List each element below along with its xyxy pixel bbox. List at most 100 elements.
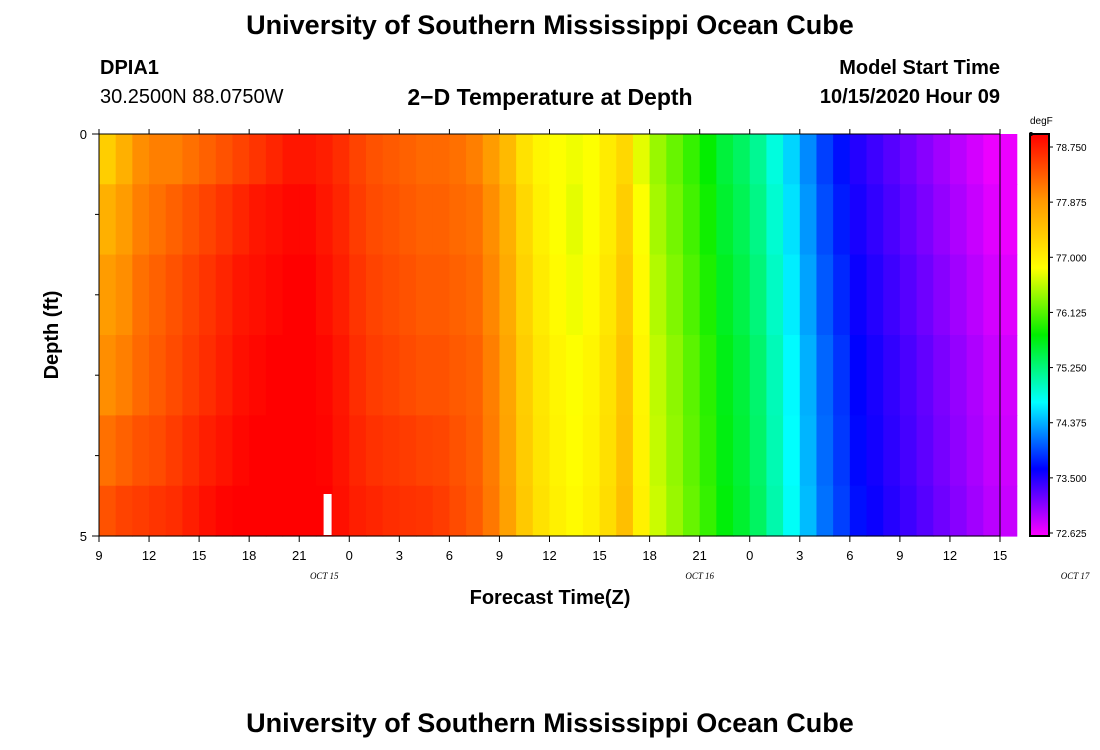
heatmap-cell <box>182 415 200 487</box>
heatmap-cell <box>182 254 200 336</box>
heatmap-cell <box>482 184 501 256</box>
heatmap-cell <box>482 415 501 487</box>
heatmap-cell <box>449 485 467 537</box>
heatmap-cell <box>299 415 317 487</box>
heatmap-cell <box>899 184 918 256</box>
heatmap-cell <box>666 254 684 336</box>
heatmap-cell <box>149 415 167 487</box>
date-label: OCT 17 <box>1061 571 1090 581</box>
heatmap-cell <box>766 134 784 185</box>
heatmap-cell <box>482 134 501 185</box>
heatmap-cell <box>215 485 234 537</box>
heatmap-cell <box>599 184 617 256</box>
heatmap-cell <box>966 415 984 487</box>
heatmap-cell <box>416 184 434 256</box>
heatmap-cell <box>799 335 818 416</box>
heatmap-cell <box>749 485 768 537</box>
heatmap-cell <box>1000 335 1018 416</box>
heatmap-cell <box>365 254 384 336</box>
heatmap-cell <box>149 254 167 336</box>
heatmap-cell <box>199 184 217 256</box>
heatmap-cell <box>649 485 667 537</box>
heatmap-cell <box>282 415 300 487</box>
heatmap-cell <box>249 335 267 416</box>
heatmap-cell <box>365 485 384 537</box>
heatmap-cell <box>582 485 601 537</box>
heatmap-cell <box>165 415 184 487</box>
heatmap-cell <box>916 184 934 256</box>
heatmap-cell <box>382 415 400 487</box>
heatmap-cell <box>566 415 584 487</box>
axis-ticks <box>92 129 1001 542</box>
heatmap-cell <box>416 485 434 537</box>
heatmap-cell <box>215 335 234 416</box>
heatmap-cell <box>532 335 551 416</box>
heatmap-cell <box>482 335 501 416</box>
heatmap-cell <box>632 254 651 336</box>
heatmap-cell <box>749 134 768 185</box>
heatmap-cell <box>666 415 684 487</box>
heatmap-cell <box>866 485 884 537</box>
heatmap-cell <box>165 134 184 185</box>
date-label: OCT 15 <box>310 571 339 581</box>
colorbar-corner-dot <box>1029 132 1033 136</box>
heatmap-cell <box>332 184 350 256</box>
heatmap-cell <box>749 335 768 416</box>
heatmap-cell <box>199 335 217 416</box>
heatmap-cell <box>165 485 184 537</box>
heatmap-cell <box>332 485 350 537</box>
heatmap-cell <box>799 485 818 537</box>
heatmap-cell <box>716 335 734 416</box>
colorbar: 78.750 77.875 77.000 76.125 75.250 74.375 73.5… <box>1029 132 1087 540</box>
heatmap-cell <box>449 184 467 256</box>
heatmap-cell <box>666 335 684 416</box>
heatmap-cell <box>149 134 167 185</box>
heatmap-cell <box>816 184 834 256</box>
heatmap-cell <box>432 254 450 336</box>
heatmap-cell <box>582 254 601 336</box>
heatmap-cell <box>749 254 768 336</box>
heatmap-cell <box>399 485 417 537</box>
heatmap-cell <box>799 184 818 256</box>
x-tick-label: 12 <box>943 548 957 563</box>
heatmap-cell <box>849 415 868 487</box>
heatmap-cell <box>682 415 701 487</box>
heatmap-cell <box>899 254 918 336</box>
heatmap-cell <box>733 134 751 185</box>
x-tick-label: 12 <box>542 548 556 563</box>
heatmap-cell <box>682 335 701 416</box>
colorbar-label: 72.625 <box>1056 529 1087 540</box>
heatmap-cell <box>632 415 651 487</box>
heatmap-cell <box>716 415 734 487</box>
heatmap-cell <box>432 134 450 185</box>
heatmap-cell <box>466 485 484 537</box>
heatmap-cell <box>416 335 434 416</box>
heatmap-cell <box>566 134 584 185</box>
heatmap-cell <box>516 254 534 336</box>
heatmap-cell <box>149 184 167 256</box>
heatmap-cell <box>282 485 300 537</box>
heatmap-cell <box>783 485 801 537</box>
heatmap-cell <box>783 134 801 185</box>
heatmap-cell <box>182 184 200 256</box>
heatmap-cell <box>115 184 133 256</box>
heatmap-cell <box>983 254 1001 336</box>
heatmap-cell <box>616 485 634 537</box>
axis-labels: 9 12 15 18 21 0 3 6 9 12 15 18 21 0 3 6 9 12 15 OCT 15 OCT 1… <box>80 127 1090 581</box>
heatmap-cell <box>265 184 284 256</box>
heatmap-cell <box>883 415 901 487</box>
heatmap-cell <box>382 184 400 256</box>
heatmap-cell <box>649 184 667 256</box>
heatmap-cell <box>966 184 984 256</box>
heatmap-cell <box>99 485 117 537</box>
heatmap-cell <box>716 184 734 256</box>
heatmap-cell <box>933 415 951 487</box>
heatmap-cell <box>499 335 517 416</box>
heatmap-cell <box>566 485 584 537</box>
heatmap-cell <box>933 254 951 336</box>
heatmap-cell <box>516 415 534 487</box>
heatmap-cell <box>816 415 834 487</box>
heatmap-cell <box>249 415 267 487</box>
heatmap-cell <box>132 134 150 185</box>
